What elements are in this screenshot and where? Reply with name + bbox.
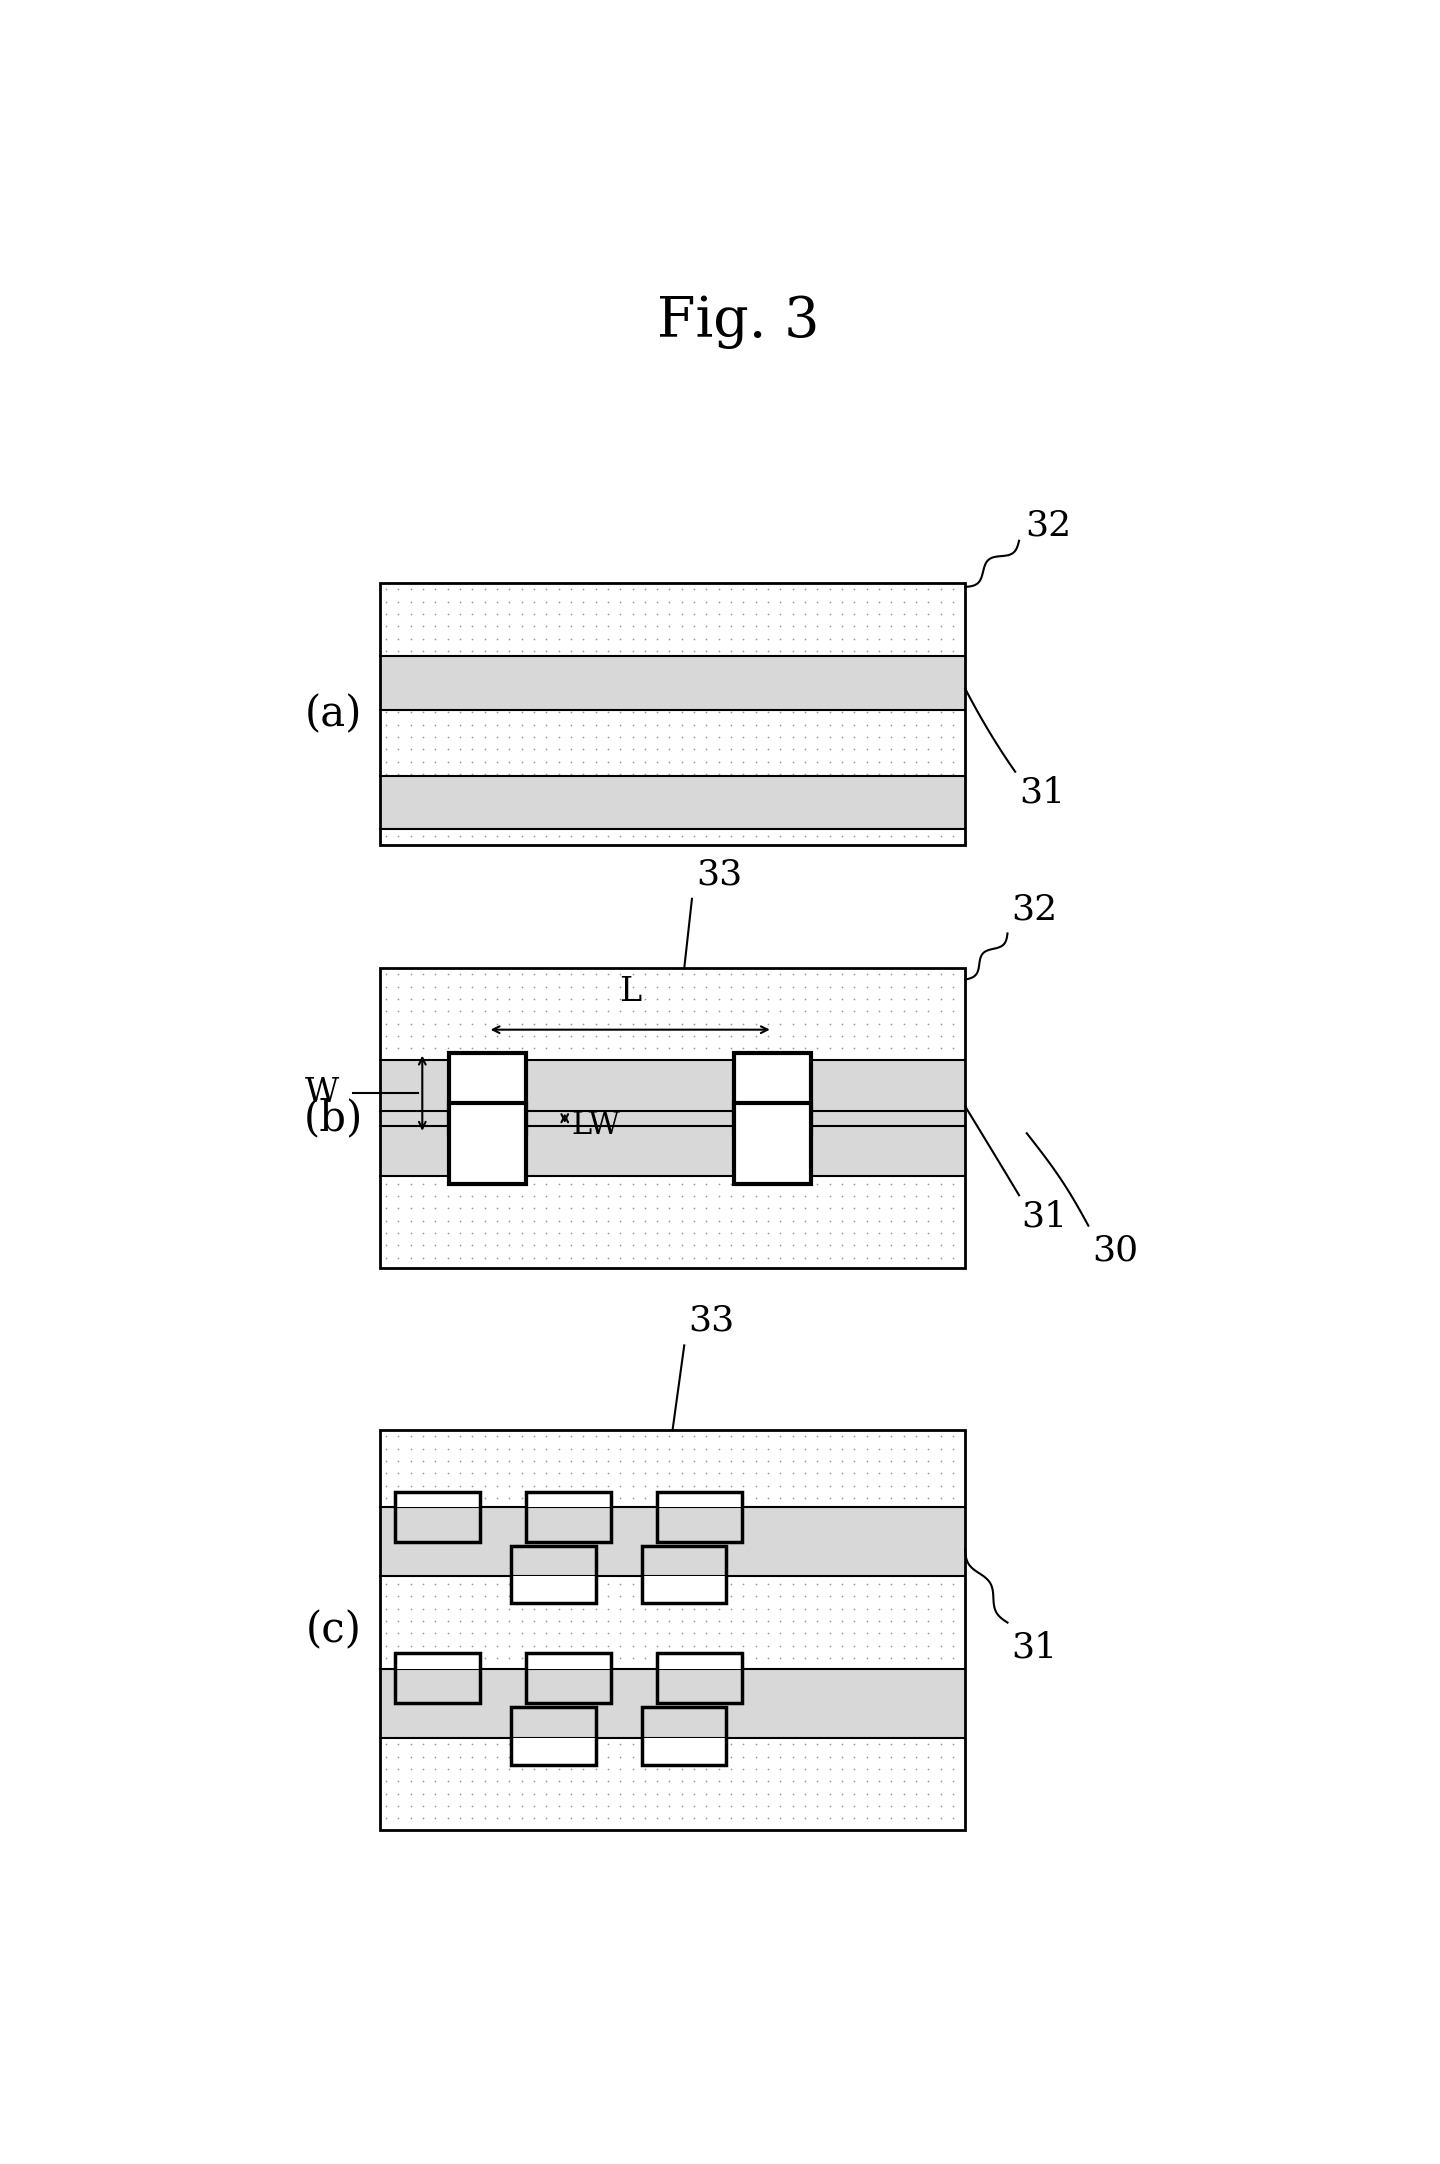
Bar: [511, 1575, 596, 1604]
Bar: [380, 1668, 965, 1738]
Bar: [380, 1060, 965, 1125]
Bar: [734, 1104, 811, 1184]
Bar: [511, 1707, 596, 1766]
Bar: [396, 1653, 480, 1668]
Text: 30: 30: [1092, 1233, 1139, 1268]
Bar: [657, 1491, 742, 1506]
Bar: [396, 1491, 480, 1541]
Bar: [642, 1545, 726, 1604]
Bar: [380, 967, 965, 1268]
Bar: [380, 656, 965, 710]
Bar: [380, 1430, 965, 1831]
Bar: [657, 1653, 742, 1668]
Bar: [526, 1653, 611, 1703]
Bar: [449, 1052, 526, 1134]
Text: 33: 33: [688, 1303, 734, 1337]
Bar: [657, 1491, 742, 1541]
Text: L: L: [619, 976, 641, 1008]
Bar: [449, 1104, 526, 1184]
Text: 31: 31: [1011, 1629, 1057, 1664]
Text: 32: 32: [1025, 509, 1071, 543]
Text: 31: 31: [1020, 775, 1066, 809]
Text: (a): (a): [305, 692, 363, 736]
Bar: [526, 1491, 611, 1506]
Text: 31: 31: [1021, 1199, 1067, 1233]
Bar: [511, 1738, 596, 1766]
Text: Fig. 3: Fig. 3: [657, 294, 819, 348]
Bar: [642, 1575, 726, 1604]
Bar: [642, 1707, 726, 1766]
Text: 33: 33: [696, 857, 742, 892]
Bar: [657, 1653, 742, 1703]
Bar: [511, 1545, 596, 1604]
Bar: [396, 1653, 480, 1703]
Bar: [380, 1110, 965, 1175]
Bar: [642, 1738, 726, 1766]
Text: (b): (b): [304, 1097, 363, 1138]
Text: W: W: [305, 1078, 340, 1110]
Bar: [380, 1506, 965, 1575]
Bar: [734, 1052, 811, 1134]
Bar: [380, 775, 965, 829]
Bar: [380, 582, 965, 844]
Bar: [526, 1491, 611, 1541]
Text: 32: 32: [1011, 892, 1057, 926]
Text: LW: LW: [570, 1110, 619, 1140]
Bar: [396, 1491, 480, 1506]
Text: (c): (c): [305, 1610, 361, 1651]
Bar: [526, 1653, 611, 1668]
